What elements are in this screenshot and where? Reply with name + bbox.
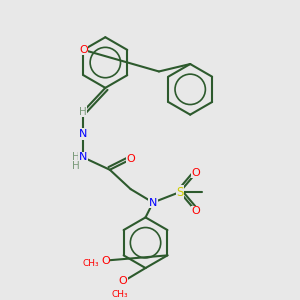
Text: O: O [79, 45, 88, 55]
Text: S: S [176, 186, 184, 199]
Text: CH₃: CH₃ [82, 259, 99, 268]
Text: O: O [126, 154, 135, 164]
Text: N: N [149, 197, 157, 208]
Text: H: H [79, 107, 87, 117]
Text: O: O [101, 256, 110, 266]
Text: H: H [72, 161, 80, 171]
Text: O: O [119, 276, 128, 286]
Text: CH₃: CH₃ [112, 290, 128, 299]
Text: N: N [79, 129, 87, 139]
Text: O: O [192, 206, 200, 216]
Text: H: H [72, 152, 80, 162]
Text: O: O [192, 168, 200, 178]
Text: N: N [79, 152, 87, 162]
